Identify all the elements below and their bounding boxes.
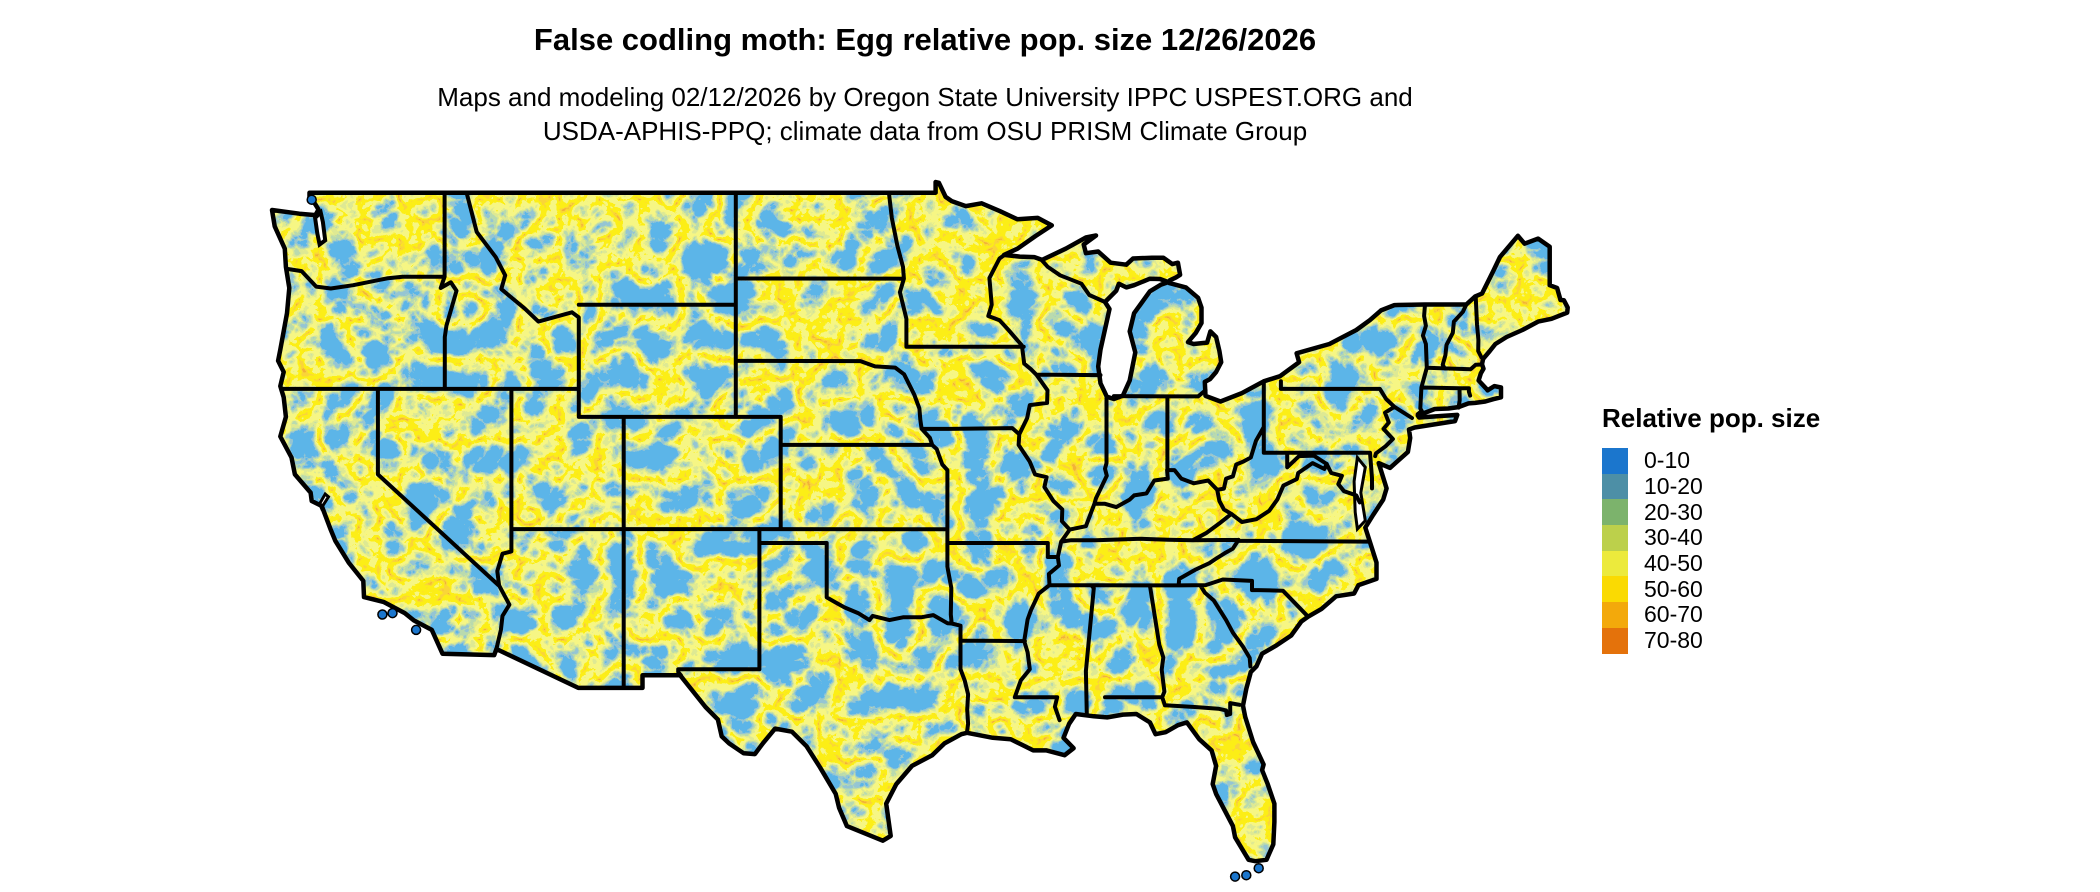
map-title: False codling moth: Egg relative pop. si… (533, 22, 1317, 57)
island-dot (1229, 871, 1241, 882)
legend-item: 30-40 (1602, 524, 1820, 551)
legend-label: 20-30 (1644, 498, 1703, 525)
legend-label: 60-70 (1644, 601, 1703, 628)
legend-item: 70-80 (1602, 627, 1820, 654)
legend-item: 40-50 (1602, 550, 1820, 577)
legend-label: 10-20 (1644, 473, 1703, 500)
legend-swatch (1602, 473, 1628, 500)
legend-swatch (1602, 499, 1628, 526)
legend-swatch (1602, 550, 1628, 577)
island-dot (1253, 862, 1264, 874)
state-borders (281, 190, 1484, 735)
national-outline (269, 179, 1570, 864)
legend-swatch (1602, 525, 1628, 551)
legend-swatch (1602, 448, 1628, 474)
island-dot (410, 624, 422, 636)
legend-swatch (1602, 576, 1628, 603)
chesapeake-bay (1352, 453, 1367, 533)
island-dot (306, 194, 317, 205)
legend-label: 0-10 (1644, 447, 1691, 474)
map-subtitle: Maps and modeling 02/12/2026 by Oregon S… (0, 80, 1850, 148)
legend: Relative pop. size 0-10 10-20 20-30 30-40 40… (1602, 403, 1820, 654)
legend-label: 30-40 (1644, 524, 1703, 551)
subtitle-line-1: Maps and modeling 02/12/2026 by Oregon S… (437, 82, 1413, 112)
legend-item: 50-60 (1602, 575, 1820, 603)
legend-items: 0-10 10-20 20-30 30-40 40-50 50-60 60-70 70-80 (1602, 447, 1820, 654)
legend-item: 60-70 (1602, 601, 1820, 628)
legend-swatch (1602, 627, 1628, 654)
island-dot (1241, 869, 1252, 881)
legend-item: 10-20 (1602, 473, 1820, 500)
legend-swatch (1602, 602, 1628, 628)
puget-sound (312, 208, 328, 248)
legend-title: Relative pop. size (1602, 403, 1821, 433)
subtitle-line-2: USDA-APHIS-PPQ; climate data from OSU PR… (542, 116, 1308, 146)
legend-item: 0-10 (1602, 447, 1820, 474)
island-dot (377, 609, 388, 620)
legend-label: 40-50 (1644, 550, 1703, 577)
legend-item: 20-30 (1602, 498, 1820, 526)
legend-label: 70-80 (1644, 627, 1703, 654)
legend-label: 50-60 (1644, 575, 1703, 602)
island-dot (387, 607, 398, 619)
population-raster (255, 145, 1585, 892)
